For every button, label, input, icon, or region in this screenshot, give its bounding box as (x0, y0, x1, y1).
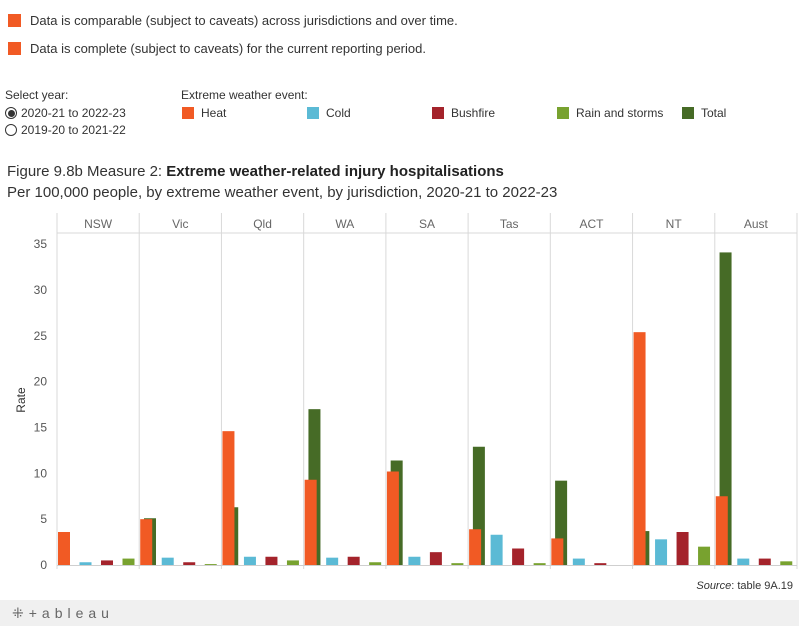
bar-nt-total (719, 252, 732, 565)
bar-qld-bushfire (265, 556, 278, 565)
year-option-label: 2019-20 to 2021-22 (21, 123, 126, 137)
legend-label: Rain and storms (576, 106, 664, 120)
panel-header-act: ACT (579, 217, 604, 231)
bar-tas-rain-and-storms (533, 563, 546, 565)
legend-label: Heat (201, 106, 227, 120)
panel-header-wa: WA (335, 217, 354, 231)
bar-tas-cold (490, 534, 503, 565)
legend-label: Total (701, 106, 727, 120)
bar-nsw-bushfire (101, 560, 113, 565)
orange-square-icon (8, 42, 21, 55)
panel-header-nt: NT (666, 217, 683, 231)
bar-act-heat (551, 538, 564, 565)
bar-sa-heat (386, 471, 399, 565)
bar-wa-bushfire (347, 556, 360, 565)
source-text: : table 9A.19 (731, 580, 793, 592)
source-note: Source: table 9A.19 (696, 580, 793, 592)
panel-header-band (57, 213, 797, 233)
figure-title-prefix: Figure 9.8b Measure 2: (7, 163, 167, 180)
tableau-logo-text: +ableau (28, 605, 114, 621)
legend-label: Cold (326, 106, 351, 120)
bar-sa-cold (408, 556, 421, 565)
y-tick-label: 25 (34, 329, 48, 343)
radio-selected-icon (5, 107, 17, 119)
bar-qld-rain-and-storms (286, 560, 299, 565)
panel-header-sa: SA (419, 217, 435, 231)
note-complete: Data is complete (subject to caveats) fo… (8, 41, 426, 56)
cold-swatch-icon (307, 107, 319, 119)
bar-qld-cold (243, 556, 256, 565)
bar-sa-rain-and-storms (451, 563, 464, 565)
y-tick-label: 0 (40, 558, 47, 572)
y-tick-label: 10 (34, 466, 48, 480)
event-legend-label: Extreme weather event: (181, 88, 308, 102)
y-tick-label: 30 (34, 283, 48, 297)
year-option-2019-20[interactable]: 2019-20 to 2021-22 (5, 123, 126, 137)
y-tick-label: 20 (34, 375, 48, 389)
legend-bushfire[interactable]: Bushfire (432, 106, 495, 120)
bar-qld-heat (222, 431, 235, 565)
orange-square-icon (8, 14, 21, 27)
panel-header-qld: Qld (253, 217, 272, 231)
bar-tas-heat (469, 529, 482, 565)
bar-nsw-heat (58, 532, 70, 565)
bar-aust-heat (715, 496, 728, 565)
legend-heat[interactable]: Heat (182, 106, 226, 120)
bar-wa-cold (326, 557, 339, 565)
note-complete-text: Data is complete (subject to caveats) fo… (30, 41, 426, 56)
source-prefix: Source (696, 580, 732, 592)
radio-unselected-icon (5, 124, 17, 136)
bar-tas-bushfire (512, 548, 525, 565)
bar-vic-heat (140, 519, 153, 565)
note-comparable: Data is comparable (subject to caveats) … (8, 13, 458, 28)
bar-aust-rain-and-storms (780, 561, 793, 565)
legend-label: Bushfire (451, 106, 496, 120)
bushfire-swatch-icon (432, 107, 444, 119)
figure-title: Figure 9.8b Measure 2: Extreme weather-r… (7, 163, 504, 180)
bar-nt-bushfire (676, 532, 689, 565)
y-tick-label: 5 (40, 512, 47, 526)
bar-act-cold (572, 558, 585, 565)
heat-swatch-icon (182, 107, 194, 119)
bar-wa-heat (304, 479, 317, 565)
legend-cold[interactable]: Cold (307, 106, 351, 120)
figure-title-bold: Extreme weather-related injury hospitali… (166, 163, 504, 180)
year-option-label: 2020-21 to 2022-23 (21, 106, 126, 120)
y-axis-title: Rate (14, 387, 28, 413)
bar-nt-heat (633, 332, 646, 565)
legend-rain-and-storms[interactable]: Rain and storms (557, 106, 663, 120)
bar-chart: 0 5 10 15 20 25 30 35 Rate NSW Vic Qld WA SA Tas ACT NT A… (14, 213, 798, 572)
bar-vic-cold (161, 557, 174, 565)
bar-act-bushfire (594, 563, 607, 565)
figure-subtitle: Per 100,000 people, by extreme weather e… (7, 184, 558, 201)
tableau-plus-icon: ⁜ (12, 605, 29, 621)
footer-bar (0, 600, 799, 626)
note-comparable-text: Data is comparable (subject to caveats) … (30, 13, 458, 28)
panel-header-tas: Tas (500, 217, 519, 231)
year-option-2020-21[interactable]: 2020-21 to 2022-23 (5, 106, 126, 120)
y-tick-label: 15 (34, 421, 48, 435)
bar-aust-cold (737, 558, 750, 565)
panel-header-vic: Vic (172, 217, 188, 231)
y-tick-label: 35 (34, 237, 48, 251)
bar-sa-bushfire (429, 552, 442, 565)
total-swatch-icon (682, 107, 694, 119)
bar-nsw-rain-and-storms (122, 558, 135, 565)
legend-total[interactable]: Total (682, 106, 726, 120)
bar-nt-rain-and-storms (698, 546, 711, 565)
bar-aust-bushfire (758, 558, 771, 565)
tableau-logo[interactable]: ⁜+ableau (12, 605, 114, 622)
panel-header-aust: Aust (744, 217, 769, 231)
rain-swatch-icon (557, 107, 569, 119)
bar-nt-cold (655, 539, 668, 565)
bar-wa-rain-and-storms (369, 562, 382, 565)
bar-vic-bushfire (183, 562, 196, 565)
year-selector-label: Select year: (5, 88, 69, 102)
bar-vic-rain-and-storms (204, 564, 217, 565)
panel-header-nsw: NSW (84, 217, 113, 231)
bar-nsw-cold (79, 562, 92, 565)
